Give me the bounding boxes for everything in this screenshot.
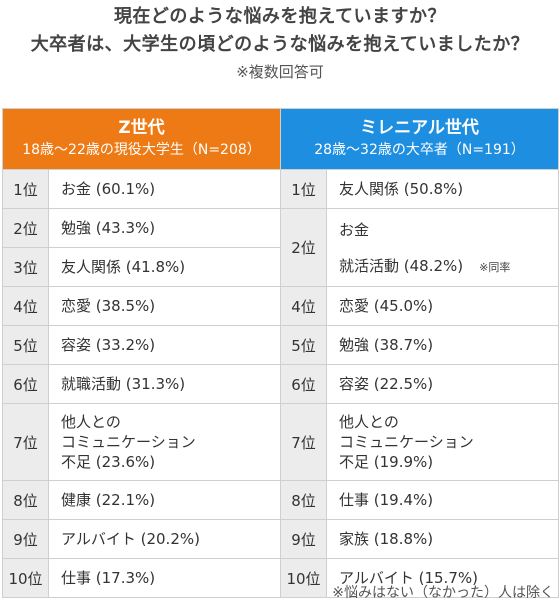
millennial-title: ミレニアル世代 bbox=[360, 118, 479, 138]
millennial-item: 仕事 (19.4%) bbox=[326, 480, 559, 520]
millennial-item: 家族 (18.8%) bbox=[326, 519, 559, 559]
question-line-2: 大卒者は、大学生の頃どのような悩みを抱えていましたか？ bbox=[30, 34, 530, 55]
table-row: 1位 お金 (60.1%) 1位 友人関係 (50.8%) bbox=[2, 169, 559, 209]
genz-subtitle: 18歳～22歳の現役大学生（N=208） bbox=[22, 142, 261, 158]
footnote: ※悩みはない（なかった）人は除く bbox=[332, 585, 554, 601]
question-line-1: 現在どのような悩みを抱えていますか？ bbox=[113, 6, 447, 27]
millennial-item-multiline: 他人との コミュニケーション 不足 (19.9%) bbox=[326, 403, 559, 481]
millennial-rank: 6位 bbox=[280, 364, 327, 404]
genz-item: アルバイト (20.2%) bbox=[48, 519, 281, 559]
table-row: 4位 恋愛 (38.5%) 4位 恋愛 (45.0%) bbox=[2, 286, 559, 326]
genz-rank: 7位 bbox=[2, 403, 49, 481]
genz-item: 仕事 (17.3%) bbox=[48, 558, 281, 598]
genz-item-line: 不足 (23.6%) bbox=[61, 453, 156, 471]
genz-title: Z世代 bbox=[118, 118, 165, 138]
genz-rank: 5位 bbox=[2, 325, 49, 365]
genz-item: お金 (60.1%) bbox=[48, 169, 281, 209]
tie-note: ※同率 bbox=[479, 260, 511, 274]
genz-item-multiline: 他人との コミュニケーション 不足 (23.6%) bbox=[48, 403, 281, 481]
millennial-item: 就活活動 (48.2%) bbox=[339, 256, 464, 275]
genz-item: 勉強 (43.3%) bbox=[48, 208, 281, 248]
millennial-item: お金 bbox=[339, 220, 370, 239]
table-row: 2位 勉強 (43.3%) 2位 お金 就活活動 (48.2%) ※同率 bbox=[2, 208, 559, 287]
millennial-item: 勉強 (38.7%) bbox=[326, 325, 559, 365]
genz-rank: 8位 bbox=[2, 480, 49, 520]
millennial-item: 容姿 (22.5%) bbox=[326, 364, 559, 404]
millennial-column-header: ミレニアル世代 28歳～32歳の大卒者（N=191） bbox=[280, 108, 559, 170]
millennial-item-line: 他人との bbox=[339, 413, 399, 431]
genz-rank: 4位 bbox=[2, 286, 49, 326]
table-row: 6位 就職活動 (31.3%) 6位 容姿 (22.5%) bbox=[2, 364, 559, 404]
millennial-item: 友人関係 (50.8%) bbox=[326, 169, 559, 209]
genz-item: 就職活動 (31.3%) bbox=[48, 364, 281, 404]
genz-item: 恋愛 (38.5%) bbox=[48, 286, 281, 326]
table-row: 9位 アルバイト (20.2%) 9位 家族 (18.8%) bbox=[2, 519, 559, 559]
millennial-subtitle: 28歳～32歳の大卒者（N=191） bbox=[314, 142, 525, 158]
genz-rank: 6位 bbox=[2, 364, 49, 404]
millennial-rank: 5位 bbox=[280, 325, 327, 365]
table-row: 8位 健康 (22.1%) 8位 仕事 (19.4%) bbox=[2, 480, 559, 520]
genz-item: 友人関係 (41.8%) bbox=[48, 247, 281, 287]
table-row: 3位 友人関係 (41.8%) bbox=[2, 247, 559, 287]
millennial-item: アルバイト (15.7%) bbox=[326, 558, 559, 598]
table-row: 7位 他人との コミュニケーション 不足 (23.6%) 7位 他人との コミュ… bbox=[2, 403, 559, 481]
millennial-item-line: 不足 (19.9%) bbox=[339, 453, 434, 471]
genz-item-line: 他人との bbox=[61, 413, 121, 431]
millennial-item-tied-second: 就活活動 (48.2%) ※同率 bbox=[339, 248, 558, 284]
millennial-rank: 4位 bbox=[280, 286, 327, 326]
ranking-table: Z世代 18歳～22歳の現役大学生（N=208） ミレニアル世代 28歳～32歳… bbox=[2, 108, 559, 598]
genz-item-line: コミュニケーション bbox=[61, 433, 196, 451]
genz-rank: 3位 bbox=[2, 247, 49, 287]
multiple-answer-note: ※複数回答可 bbox=[236, 63, 324, 81]
millennial-item: 恋愛 (45.0%) bbox=[326, 286, 559, 326]
genz-item: 健康 (22.1%) bbox=[48, 480, 281, 520]
genz-item: 容姿 (33.2%) bbox=[48, 325, 281, 365]
millennial-rank: 2位 bbox=[280, 208, 327, 287]
millennial-item-tied: お金 就活活動 (48.2%) ※同率 bbox=[326, 208, 559, 287]
genz-rank: 10位 bbox=[2, 558, 49, 598]
millennial-rank: 8位 bbox=[280, 480, 327, 520]
millennial-item-line: コミュニケーション bbox=[339, 433, 474, 451]
millennial-rank: 9位 bbox=[280, 519, 327, 559]
table-row: 10位 仕事 (17.3%) 10位 アルバイト (15.7%) bbox=[2, 558, 559, 598]
genz-rank: 9位 bbox=[2, 519, 49, 559]
millennial-rank: 7位 bbox=[280, 403, 327, 481]
genz-rank: 1位 bbox=[2, 169, 49, 209]
genz-column-header: Z世代 18歳～22歳の現役大学生（N=208） bbox=[2, 108, 281, 170]
table-row: 5位 容姿 (33.2%) 5位 勉強 (38.7%) bbox=[2, 325, 559, 365]
millennial-rank: 1位 bbox=[280, 169, 327, 209]
millennial-rank: 10位 bbox=[280, 558, 327, 598]
genz-rank: 2位 bbox=[2, 208, 49, 248]
